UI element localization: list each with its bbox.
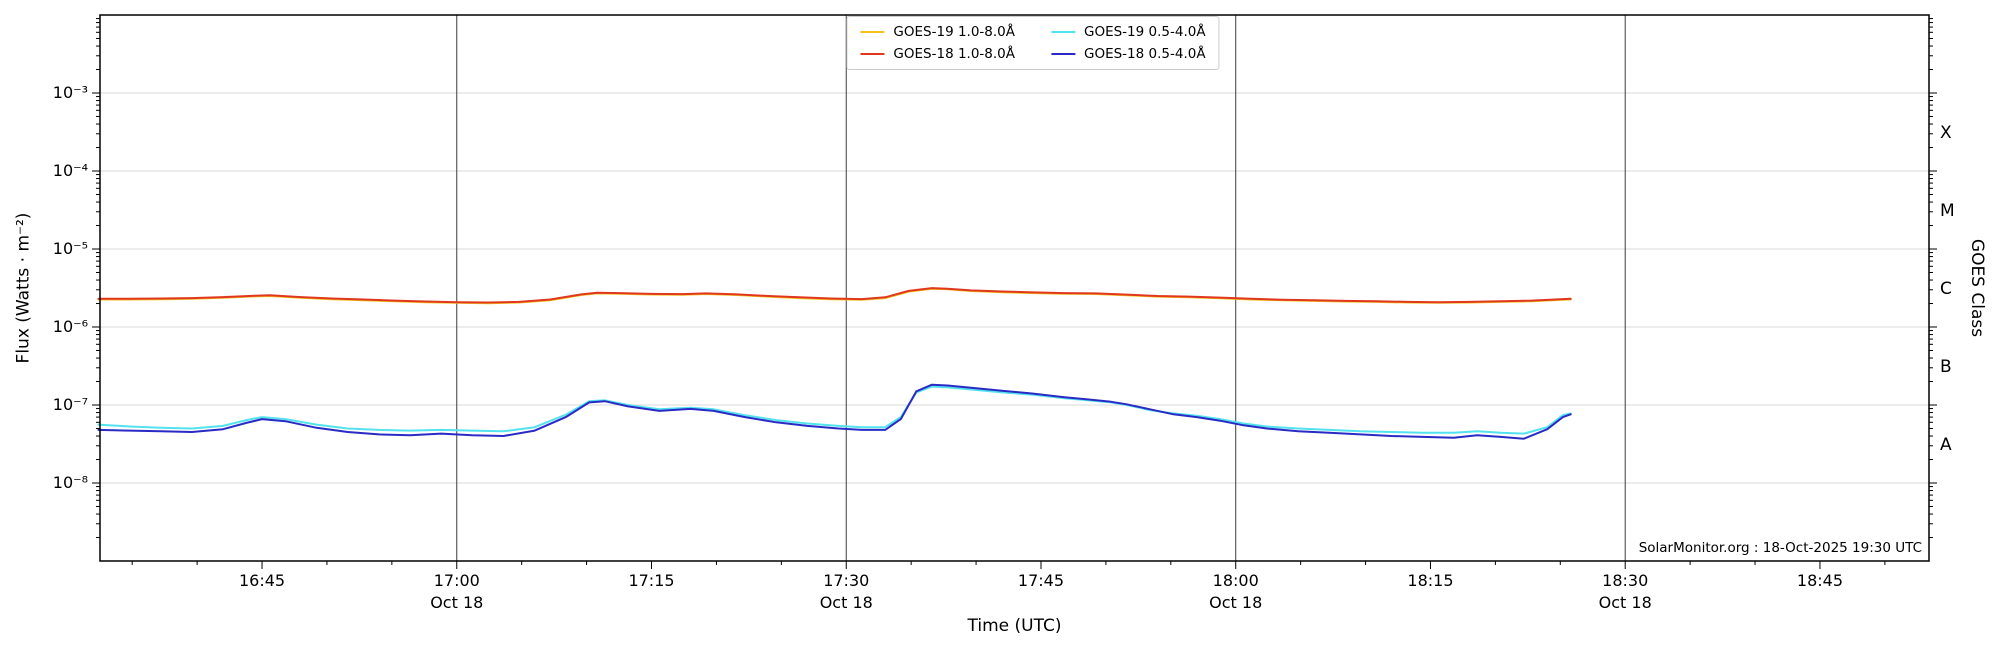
goes-class-letter: X (1940, 123, 1952, 143)
y-tick-label: 10⁻⁴ (53, 161, 88, 180)
legend-entry-goes18-short: GOES-18 0.5-4.0Å (1051, 46, 1206, 62)
x-tick-sublabel: Oct 18 (820, 593, 873, 612)
solarmonitor-timestamp: SolarMonitor.org : 18-Oct-2025 19:30 UTC (1638, 540, 1922, 556)
x-axis-label: Time (UTC) (967, 616, 1062, 636)
y-tick-label: 10⁻³ (53, 83, 88, 102)
x-tick-label: 17:45 (1018, 571, 1064, 590)
axis-ticks (92, 18, 1937, 569)
x-tick-label: 18:45 (1797, 571, 1843, 590)
x-tick-sublabel: Oct 18 (1599, 593, 1652, 612)
goes-class-letter: M (1940, 201, 1955, 221)
goes-class-letters: X M C B A (1940, 123, 1955, 455)
goes-class-letter: C (1940, 279, 1952, 299)
goes18-short-line-swatch (1051, 53, 1075, 55)
x-tick-label: 17:00 (434, 571, 480, 590)
plot-border (99, 14, 1930, 562)
time-marker-lines (456, 15, 1626, 561)
series-goes-18-0-5-4-0- (97, 383, 1572, 440)
goes19-short-line-swatch (1051, 31, 1075, 33)
goes18-long-line-swatch (860, 53, 885, 55)
x-tick-label: 18:15 (1407, 571, 1453, 590)
goes-class-letter: B (1940, 357, 1952, 377)
x-tick-label: 16:45 (239, 571, 285, 590)
series-goes-19-0-5-4-0- (97, 385, 1572, 435)
y-axis-label-wrap: Flux (Watts · m⁻²) (0, 15, 46, 561)
legend-label: GOES-19 1.0-8.0Å (893, 24, 1015, 40)
y-axis-label: Flux (Watts · m⁻²) (13, 212, 33, 364)
goes-class-letter: A (1940, 435, 1952, 455)
series-goes-18-1-0-8-0- (97, 287, 1572, 304)
goes-class-axis-label: GOES Class (1967, 238, 1987, 338)
y-tick-label: 10⁻⁵ (53, 239, 88, 258)
y-tick-label: 10⁻⁷ (53, 395, 88, 414)
y-tick-label: 10⁻⁶ (53, 317, 88, 336)
legend-label: GOES-18 0.5-4.0Å (1084, 46, 1206, 62)
legend-entry-goes19-long: GOES-19 1.0-8.0Å (860, 24, 1015, 40)
legend-entry-goes18-long: GOES-18 1.0-8.0Å (860, 46, 1015, 62)
x-tick-label: 18:00 (1213, 571, 1259, 590)
goes19-long-line-swatch (860, 31, 885, 33)
legend-label: GOES-18 1.0-8.0Å (893, 46, 1015, 62)
x-tick-label: 18:30 (1602, 571, 1648, 590)
x-tick-label: 17:15 (628, 571, 674, 590)
x-tick-sublabel: Oct 18 (430, 593, 483, 612)
x-tick-labels: 16:45 17:00 Oct 18 17:15 17:30 Oct 18 17:45 18:… (239, 571, 1843, 612)
y-gridlines (100, 92, 1929, 484)
y-tick-label: 10⁻⁸ (53, 473, 88, 492)
legend: GOES-19 1.0-8.0Å GOES-18 1.0-8.0Å GOES-1… (846, 16, 1220, 70)
x-tick-label: 17:30 (823, 571, 869, 590)
y-tick-labels: 10⁻³ 10⁻⁴ 10⁻⁵ 10⁻⁶ 10⁻⁷ 10⁻⁸ (53, 83, 88, 492)
right-axis-label-wrap: GOES Class (1954, 15, 2000, 561)
legend-label: GOES-19 0.5-4.0Å (1084, 24, 1206, 40)
legend-entry-goes19-short: GOES-19 0.5-4.0Å (1051, 24, 1206, 40)
x-tick-sublabel: Oct 18 (1209, 593, 1262, 612)
